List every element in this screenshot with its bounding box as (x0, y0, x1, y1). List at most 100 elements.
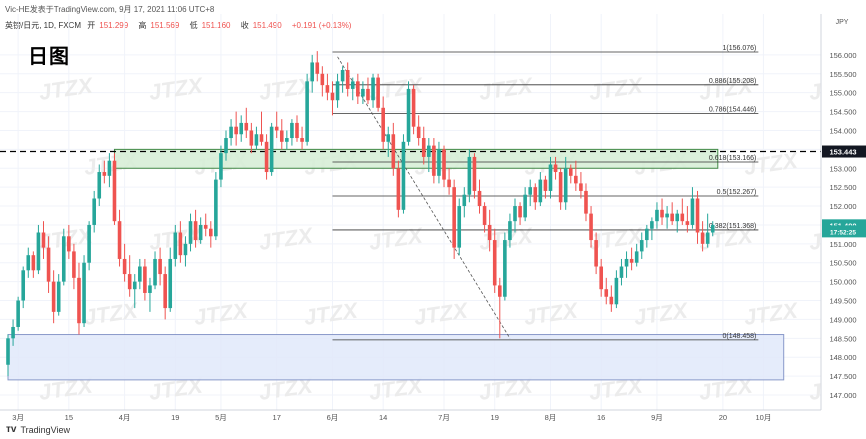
candle-body (427, 145, 431, 157)
candle-body (432, 145, 436, 176)
candle-body (178, 232, 183, 256)
candle (21, 266, 26, 309)
tradingview-logo-icon: ᴛᴠ (6, 424, 17, 435)
candle-body (92, 198, 96, 225)
candle (543, 175, 548, 199)
candle (553, 156, 558, 180)
candle-body (259, 134, 264, 142)
candle (320, 66, 325, 97)
candle-body (356, 81, 360, 97)
watermark-text: JTZX (192, 298, 250, 330)
candle-body (675, 213, 680, 222)
candle (675, 209, 680, 233)
candle (345, 62, 350, 97)
candle (533, 183, 538, 210)
candle (513, 198, 517, 233)
candle-body (472, 156, 477, 191)
candle-body (705, 232, 710, 244)
candle (568, 164, 573, 184)
candle-body (340, 70, 345, 82)
candle-body (21, 270, 26, 301)
candle-body (290, 122, 294, 139)
candle-body (31, 255, 36, 271)
candle (457, 198, 462, 256)
candle-body (295, 122, 299, 139)
candle-body (518, 206, 522, 218)
candle (6, 334, 10, 377)
candle-body (102, 172, 107, 176)
time-tick-label: 19 (491, 413, 499, 422)
candle (665, 206, 669, 229)
candle (376, 73, 380, 112)
candle-body (548, 164, 553, 191)
candle-body (447, 179, 451, 188)
price-tick-label: 151.000 (829, 240, 856, 249)
candle (710, 221, 715, 237)
candle-body (46, 247, 51, 282)
candle (158, 247, 162, 286)
watermark-text: JTZX (522, 298, 580, 330)
candle (153, 251, 157, 290)
diagonal-trend-line (337, 56, 511, 339)
price-tag-label: 17:52:25 (830, 229, 856, 236)
candle-body (234, 126, 238, 135)
candle (310, 54, 314, 93)
candle-body (279, 130, 284, 142)
candle-body (513, 206, 517, 222)
candle (97, 164, 102, 207)
candle-body (56, 281, 61, 312)
candle-body (138, 266, 142, 282)
candle (497, 277, 502, 339)
candle (609, 285, 614, 312)
ohlc-legend: 英镑/日元, 1D, FXCM 开 151.299 高 151.569 低 151.1… (5, 20, 355, 31)
candle (427, 138, 431, 173)
candle (56, 274, 61, 316)
candle (695, 190, 700, 244)
candle (41, 221, 46, 259)
time-axis: 3月 15 4月 19 5月 17 6月 14 7月 19 8月 16 9月 20 10月 (0, 409, 821, 422)
candle-body (107, 160, 112, 176)
candle (305, 73, 309, 146)
candle (594, 232, 598, 275)
candle-body (320, 73, 325, 86)
candle (340, 66, 345, 93)
symbol-label[interactable]: 英镑/日元, 1D, FXCM (5, 21, 82, 30)
candle (224, 130, 228, 161)
candle-body (264, 141, 269, 173)
time-tick-label: 4月 (119, 413, 131, 422)
candle-body (117, 221, 122, 259)
price-tick-label: 153.000 (829, 164, 856, 173)
tradingview-brand[interactable]: TradingView (20, 424, 70, 435)
candle (279, 119, 284, 150)
tradingview-footer: ᴛᴠ TradingView (6, 424, 70, 435)
candle (492, 228, 497, 293)
low-label: 低 (189, 21, 198, 30)
candle (482, 202, 487, 233)
candle (229, 119, 233, 146)
candle-body (16, 300, 20, 327)
candle-body (609, 296, 614, 305)
change-value: +0.191 (+0.13%) (291, 21, 352, 30)
candle (290, 119, 294, 146)
candle-body (163, 274, 167, 309)
candle-body (112, 160, 117, 222)
candle-body (386, 134, 391, 142)
fib-level-label: 0.5(152.267) (717, 189, 757, 196)
fib-level-label: 0.618(153.166) (709, 155, 756, 162)
watermark-text: JTZX (37, 73, 95, 105)
candle-body (533, 187, 538, 203)
candle-body (579, 183, 583, 191)
price-tag-label: 153.443 (829, 148, 856, 157)
candle (650, 217, 654, 241)
candles (6, 51, 715, 377)
candle-body (665, 213, 669, 218)
watermark-text: JTZX (257, 223, 315, 255)
candle (269, 122, 274, 176)
candle-body (148, 285, 152, 293)
candle-body (614, 277, 619, 305)
candle (660, 198, 664, 225)
candle-body (594, 240, 598, 267)
candle (193, 209, 198, 248)
candle-body (710, 224, 715, 233)
